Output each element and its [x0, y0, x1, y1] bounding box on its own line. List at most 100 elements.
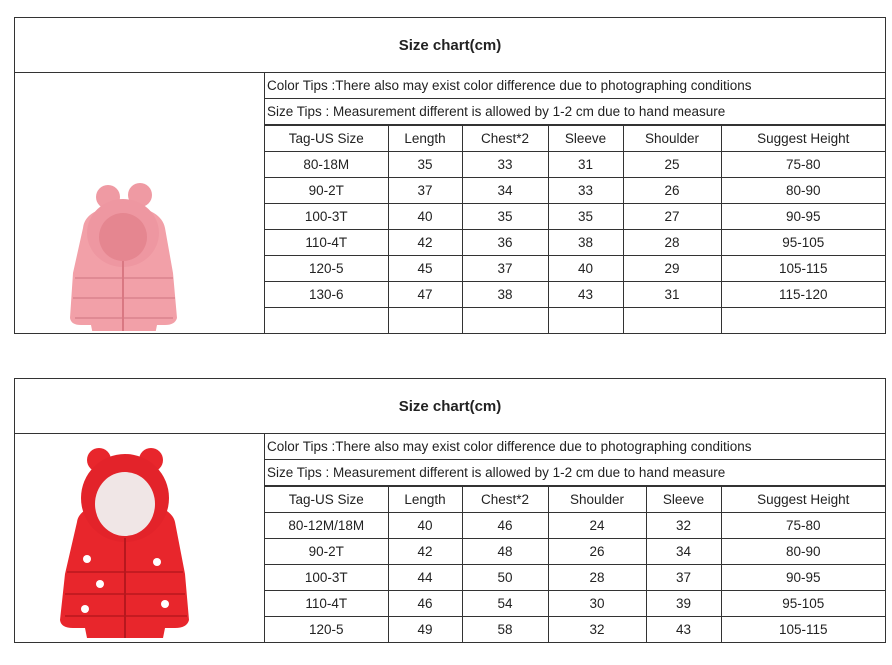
table-cell: 37 [387, 177, 463, 204]
table-cell: 115-120 [720, 281, 885, 308]
color-tip: Color Tips :There also may exist color d… [265, 434, 885, 460]
table-cell: 32 [645, 512, 722, 539]
size-table: Tag-US Size Length Chest*2 Sleeve Should… [265, 125, 885, 333]
table-cell: 90-95 [720, 564, 885, 591]
table-cell: 26 [547, 538, 647, 565]
header-cell: Shoulder [622, 125, 722, 152]
table-cell: 40 [547, 255, 624, 282]
table-cell: 46 [461, 512, 549, 539]
table-cell: 75-80 [720, 151, 885, 178]
table-cell: 37 [461, 255, 549, 282]
header-cell: Sleeve [645, 486, 722, 513]
table-row: 80-12M/18M 40 46 24 32 75-80 [265, 512, 885, 539]
table-cell [387, 307, 463, 333]
table-cell: 90-95 [720, 203, 885, 230]
table-cell: 45 [387, 255, 463, 282]
table-cell: 44 [387, 564, 463, 591]
header-cell: Suggest Height [720, 486, 885, 513]
table-cell: 54 [461, 590, 549, 617]
table-cell: 80-90 [720, 538, 885, 565]
header-cell: Length [387, 486, 463, 513]
chart-title: Size chart(cm) [15, 379, 885, 434]
table-cell: 95-105 [720, 590, 885, 617]
table-cell: 100-3T [265, 564, 389, 591]
table-row: 110-4T 46 54 30 39 95-105 [265, 590, 885, 617]
table-cell: 33 [547, 177, 624, 204]
header-cell: Chest*2 [461, 125, 549, 152]
table-cell: 36 [461, 229, 549, 256]
table-row: 100-3T 44 50 28 37 90-95 [265, 564, 885, 591]
table-row: 80-18M 35 33 31 25 75-80 [265, 151, 885, 178]
table-cell [461, 307, 549, 333]
table-cell: 26 [622, 177, 722, 204]
table-cell: 25 [622, 151, 722, 178]
header-cell: Sleeve [547, 125, 624, 152]
pink-jacket-photo [15, 73, 265, 333]
table-cell: 43 [547, 281, 624, 308]
table-header-row: Tag-US Size Length Chest*2 Sleeve Should… [265, 125, 885, 152]
table-cell: 80-12M/18M [265, 512, 389, 539]
table-cell: 95-105 [720, 229, 885, 256]
table-cell: 24 [547, 512, 647, 539]
table-cell: 30 [547, 590, 647, 617]
table-cell: 38 [461, 281, 549, 308]
table-cell: 90-2T [265, 177, 389, 204]
table-cell: 43 [645, 616, 722, 642]
table-cell: 35 [387, 151, 463, 178]
table-cell: 110-4T [265, 229, 389, 256]
table-cell: 33 [461, 151, 549, 178]
chart-title: Size chart(cm) [15, 18, 885, 73]
table-cell: 27 [622, 203, 722, 230]
table-cell: 40 [387, 512, 463, 539]
header-cell: Suggest Height [720, 125, 885, 152]
table-row: 130-6 47 38 43 31 115-120 [265, 281, 885, 308]
table-cell: 105-115 [720, 616, 885, 642]
table-cell [622, 307, 722, 333]
red-jacket-photo [15, 434, 265, 642]
table-cell: 42 [387, 229, 463, 256]
table-row: 90-2T 37 34 33 26 80-90 [265, 177, 885, 204]
table-cell: 50 [461, 564, 549, 591]
header-cell: Shoulder [547, 486, 647, 513]
table-cell: 58 [461, 616, 549, 642]
table-cell: 47 [387, 281, 463, 308]
table-row: 110-4T 42 36 38 28 95-105 [265, 229, 885, 256]
size-tip: Size Tips : Measurement different is all… [265, 99, 885, 125]
table-cell [265, 307, 389, 333]
table-cell: 38 [547, 229, 624, 256]
table-cell: 28 [622, 229, 722, 256]
size-tip: Size Tips : Measurement different is all… [265, 460, 885, 486]
table-cell: 100-3T [265, 203, 389, 230]
header-cell: Length [387, 125, 463, 152]
table-cell: 105-115 [720, 255, 885, 282]
table-cell: 39 [645, 590, 722, 617]
table-cell: 34 [461, 177, 549, 204]
size-chart-1: Size chart(cm) Color Tips :There als [14, 17, 886, 334]
table-cell: 32 [547, 616, 647, 642]
table-cell: 80-90 [720, 177, 885, 204]
header-cell: Tag-US Size [265, 125, 389, 152]
color-tip: Color Tips :There also may exist color d… [265, 73, 885, 99]
table-row: 120-5 45 37 40 29 105-115 [265, 255, 885, 282]
table-cell: 31 [547, 151, 624, 178]
table-cell: 35 [461, 203, 549, 230]
table-cell: 90-2T [265, 538, 389, 565]
table-cell: 40 [387, 203, 463, 230]
table-cell: 42 [387, 538, 463, 565]
table-cell: 34 [645, 538, 722, 565]
table-row-empty [265, 307, 885, 333]
table-header-row: Tag-US Size Length Chest*2 Shoulder Slee… [265, 486, 885, 513]
table-cell: 130-6 [265, 281, 389, 308]
table-cell: 120-5 [265, 255, 389, 282]
table-cell: 35 [547, 203, 624, 230]
size-table: Tag-US Size Length Chest*2 Shoulder Slee… [265, 486, 885, 642]
table-row: 120-5 49 58 32 43 105-115 [265, 616, 885, 642]
table-cell: 120-5 [265, 616, 389, 642]
table-cell: 28 [547, 564, 647, 591]
table-cell: 31 [622, 281, 722, 308]
table-cell [720, 307, 885, 333]
table-cell [547, 307, 624, 333]
size-chart-2: Size chart(cm) [14, 378, 886, 643]
table-cell: 80-18M [265, 151, 389, 178]
header-cell: Tag-US Size [265, 486, 389, 513]
